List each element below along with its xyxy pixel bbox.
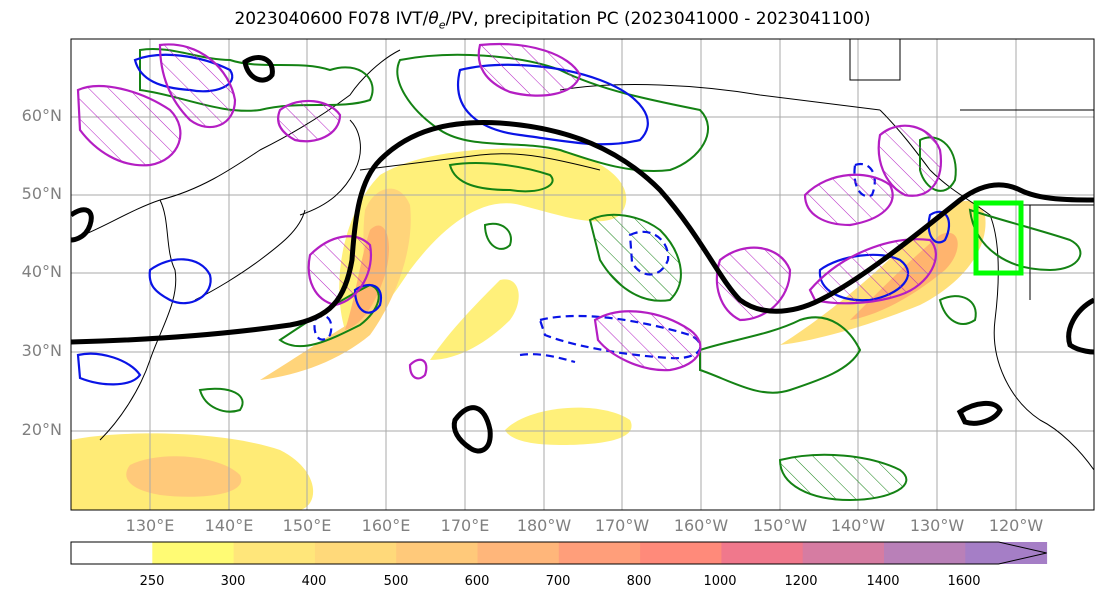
colorbar-segment [884,542,966,564]
target-region-box [973,200,1024,276]
lon-label-150e: 150°E [282,516,332,535]
map-frame [70,38,1095,511]
map-panel [71,39,1094,510]
lat-label-60n: 60°N [21,106,62,125]
colorbar-segment [965,542,1048,564]
lon-label-150w: 150°W [752,516,808,535]
magenta-contours [76,43,943,380]
colorbar-segment [640,542,722,564]
title-main: 2023040600 F078 IVT/ [234,9,429,29]
colorbar-tick-1600: 1600 [947,574,981,589]
colorbar-segment [802,542,885,564]
colorbar-segment [314,542,397,564]
lat-label-30n: 30°N [21,341,62,360]
pv-contours [71,55,1094,454]
colorbar-segment [233,542,316,564]
lat-label-40n: 40°N [21,262,62,281]
lon-label-130w: 130°W [909,516,965,535]
colorbar-tick-500: 500 [383,574,409,589]
map-title: 2023040600 F078 IVT/θe/PV, precipitation… [0,9,1105,31]
colorbar-segment [558,542,641,564]
colorbar-segment [721,542,804,564]
title-rest: /PV, precipitation PC (2023041000 - 2023… [445,9,871,29]
colorbar-segment [71,542,153,564]
colorbar [70,541,1048,565]
lon-label-160e: 160°E [361,516,411,535]
lon-label-140w: 140°W [830,516,886,535]
colorbar-segment [396,542,478,564]
title-theta: θ [428,9,439,29]
lat-label-20n: 20°N [21,420,62,439]
colorbar-tick-250: 250 [139,574,165,589]
title-theta-sub: e [438,18,446,32]
colorbar-tick-600: 600 [464,574,490,589]
colorbar-tick-700: 700 [545,574,571,589]
colorbar-segment [152,542,235,564]
colorbar-tick-1000: 1000 [703,574,737,589]
lon-label-140e: 140°E [204,516,254,535]
lon-label-170w: 170°W [594,516,650,535]
lat-label-50n: 50°N [21,184,62,203]
lon-label-160w: 160°W [673,516,729,535]
lon-label-170e: 170°E [440,516,490,535]
colorbar-tick-1200: 1200 [784,574,818,589]
lon-label-130e: 130°E [125,516,175,535]
colorbar-outline [70,541,1047,565]
colorbar-tick-1400: 1400 [866,574,900,589]
colorbar-segment [477,542,560,564]
lon-label-120w: 120°W [988,516,1044,535]
colorbar-tick-300: 300 [220,574,246,589]
lon-label-180w: 180°W [516,516,572,535]
colorbar-tick-400: 400 [301,574,327,589]
colorbar-tick-800: 800 [626,574,652,589]
